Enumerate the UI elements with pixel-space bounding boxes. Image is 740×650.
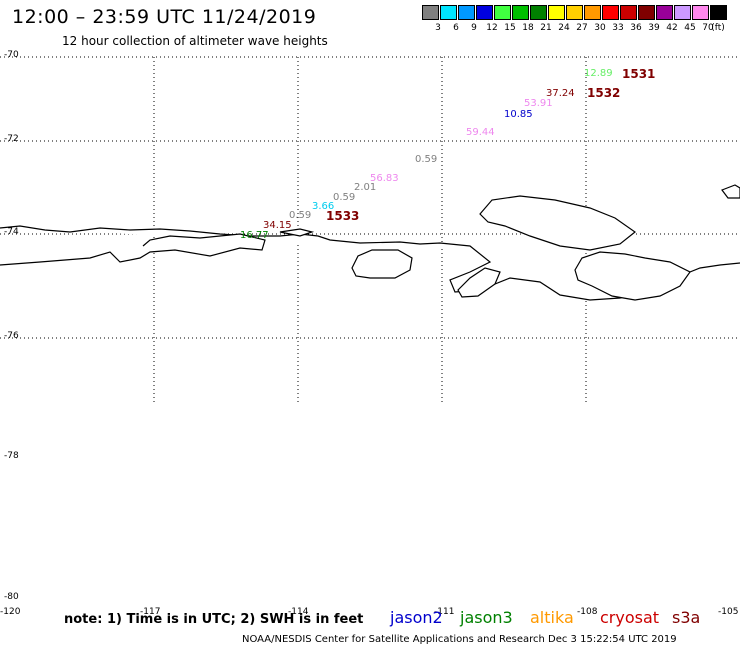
pass-time-label: 1532 [587, 86, 621, 100]
satellite-legend-cryosat: cryosat [600, 608, 660, 627]
lat-label: -76 [4, 331, 19, 341]
page-title: 12:00 – 23:59 UTC 11/24/2019 [12, 6, 317, 28]
color-swatch-label: 42 [666, 23, 678, 33]
wave-height-label: 10.85 [504, 109, 533, 120]
units-note: note: 1) Time is in UTC; 2) SWH is in fe… [64, 612, 364, 627]
wave-height-label: 3.66 [312, 201, 335, 212]
color-swatch-label: 12 [486, 23, 498, 33]
satellite-legend-jason2: jason2 [390, 608, 443, 627]
wave-height-label: 53.91 [524, 98, 553, 109]
color-swatch-label: 21 [540, 23, 552, 33]
lon-label: -105 [718, 607, 739, 617]
color-swatch [638, 5, 655, 20]
satellite-legend-altika: altika [530, 608, 574, 627]
page-subtitle: 12 hour collection of altimeter wave hei… [62, 34, 328, 48]
wave-height-label: 56.83 [370, 173, 399, 184]
lat-label: -78 [4, 451, 19, 461]
wave-height-label: 34.15 [263, 220, 292, 231]
color-swatch-label: 27 [576, 23, 588, 33]
wave-height-label: 0.59 [333, 192, 356, 203]
color-swatch [476, 5, 493, 20]
coastline [0, 184, 740, 301]
color-swatch-label: 18 [522, 23, 534, 33]
satellite-legend-jason3: jason3 [460, 608, 513, 627]
wave-height-label: 37.24 [546, 88, 575, 99]
wave-height-label: 0.59 [415, 154, 438, 165]
color-swatch [458, 5, 475, 20]
wave-height-label: 2.01 [354, 182, 377, 193]
color-swatch [566, 5, 583, 20]
color-swatch [620, 5, 637, 20]
wave-height-label: 0.59 [289, 210, 312, 221]
color-swatch-label: 30 [594, 23, 606, 33]
color-swatch-label: 6 [453, 23, 459, 33]
color-swatch [692, 5, 709, 20]
lon-label: -117 [140, 607, 161, 617]
lon-label: -120 [0, 607, 21, 617]
lon-label: -111 [434, 607, 455, 617]
credit-line: NOAA/NESDIS Center for Satellite Applica… [242, 634, 677, 645]
color-swatch-label: 9 [471, 23, 477, 33]
color-swatch [584, 5, 601, 20]
color-swatch [674, 5, 691, 20]
wave-height-color-scale: 3 6 9 12 15 18 21 24 27 30 33 36 39 42 45 70 (ft) [422, 5, 740, 37]
color-swatch [512, 5, 529, 20]
color-swatch [656, 5, 673, 20]
color-swatch-label: 3 [435, 23, 441, 33]
color-swatch [602, 5, 619, 20]
color-swatch-label: 36 [630, 23, 642, 33]
color-swatch-label: 45 [684, 23, 696, 33]
pass-time-label: 1531 [622, 67, 656, 81]
satellite-legend-s3a: s3a [672, 608, 701, 627]
color-swatch-label: 70 [702, 23, 714, 33]
lat-label: -72 [4, 134, 19, 144]
color-swatch [494, 5, 511, 20]
wave-height-label: 16.77 [240, 230, 269, 241]
wave-height-label: 12.89 [584, 68, 613, 79]
lat-label: -74 [4, 227, 19, 237]
color-swatch [440, 5, 457, 20]
pass-time-label: 1533 [326, 209, 360, 223]
color-swatch-label: 15 [504, 23, 516, 33]
color-swatch-label: 33 [612, 23, 624, 33]
color-scale-unit: (ft) [711, 23, 725, 33]
wave-height-label: 59.44 [466, 127, 495, 138]
color-swatch [530, 5, 547, 20]
lon-label: -114 [288, 607, 309, 617]
color-swatch-label: 39 [648, 23, 660, 33]
lat-label: -70 [4, 50, 19, 60]
color-swatch [422, 5, 439, 20]
lon-label: -108 [577, 607, 598, 617]
color-swatch [548, 5, 565, 20]
lat-label: -80 [4, 592, 19, 602]
color-swatch-label: 24 [558, 23, 570, 33]
color-swatch [710, 5, 727, 20]
